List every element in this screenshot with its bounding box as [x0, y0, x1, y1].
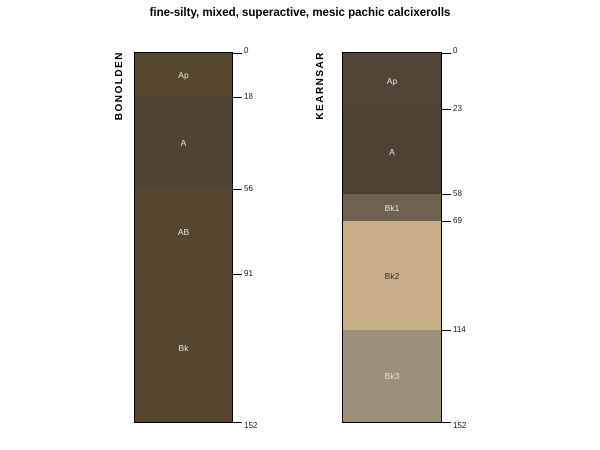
- depth-label-kearnsar-114: 114: [453, 325, 466, 334]
- depth-tick-kearnsar-69: [442, 221, 451, 222]
- depth-tick-bonolden-0: [233, 53, 242, 54]
- horizon-bonolden-ab: [135, 189, 232, 274]
- depth-label-bonolden-152: 152: [244, 421, 258, 430]
- horizon-bonolden-ap: [135, 53, 232, 97]
- soil-column-bonolden: Ap A AB Bk: [134, 52, 233, 423]
- profile-name-kearnsar: KEARNSAR: [315, 51, 326, 120]
- profile-name-bonolden: BONOLDEN: [114, 51, 125, 121]
- depth-label-bonolden-91: 91: [244, 269, 253, 278]
- horizon-kearnsar-bk1: [343, 194, 441, 221]
- depth-tick-bonolden-152: [233, 422, 242, 423]
- depth-tick-kearnsar-152: [442, 422, 451, 423]
- depth-label-kearnsar-69: 69: [453, 216, 462, 225]
- depth-label-kearnsar-58: 58: [453, 189, 462, 198]
- horizon-bonolden-bk: [135, 274, 232, 422]
- depth-tick-bonolden-91: [233, 274, 242, 275]
- depth-label-bonolden-0: 0: [244, 46, 249, 55]
- horizon-kearnsar-bk3: [343, 330, 441, 422]
- depth-tick-kearnsar-114: [442, 330, 451, 331]
- soil-column-kearnsar: Ap A Bk1 Bk2 Bk3: [342, 52, 442, 423]
- depth-tick-kearnsar-23: [442, 109, 451, 110]
- depth-tick-kearnsar-0: [442, 53, 451, 54]
- depth-label-kearnsar-0: 0: [453, 46, 458, 55]
- depth-label-bonolden-18: 18: [244, 92, 253, 101]
- depth-tick-kearnsar-58: [442, 194, 451, 195]
- horizon-kearnsar-ap: [343, 53, 441, 109]
- depth-tick-bonolden-56: [233, 189, 242, 190]
- depth-label-kearnsar-23: 23: [453, 104, 462, 113]
- horizon-kearnsar-a: [343, 109, 441, 194]
- depth-label-bonolden-56: 56: [244, 184, 253, 193]
- horizon-kearnsar-bk2: [343, 221, 441, 330]
- horizon-bonolden-a: [135, 97, 232, 189]
- depth-tick-bonolden-18: [233, 97, 242, 98]
- chart-title: fine-silty, mixed, superactive, mesic pa…: [149, 7, 451, 19]
- depth-label-kearnsar-152: 152: [453, 421, 467, 430]
